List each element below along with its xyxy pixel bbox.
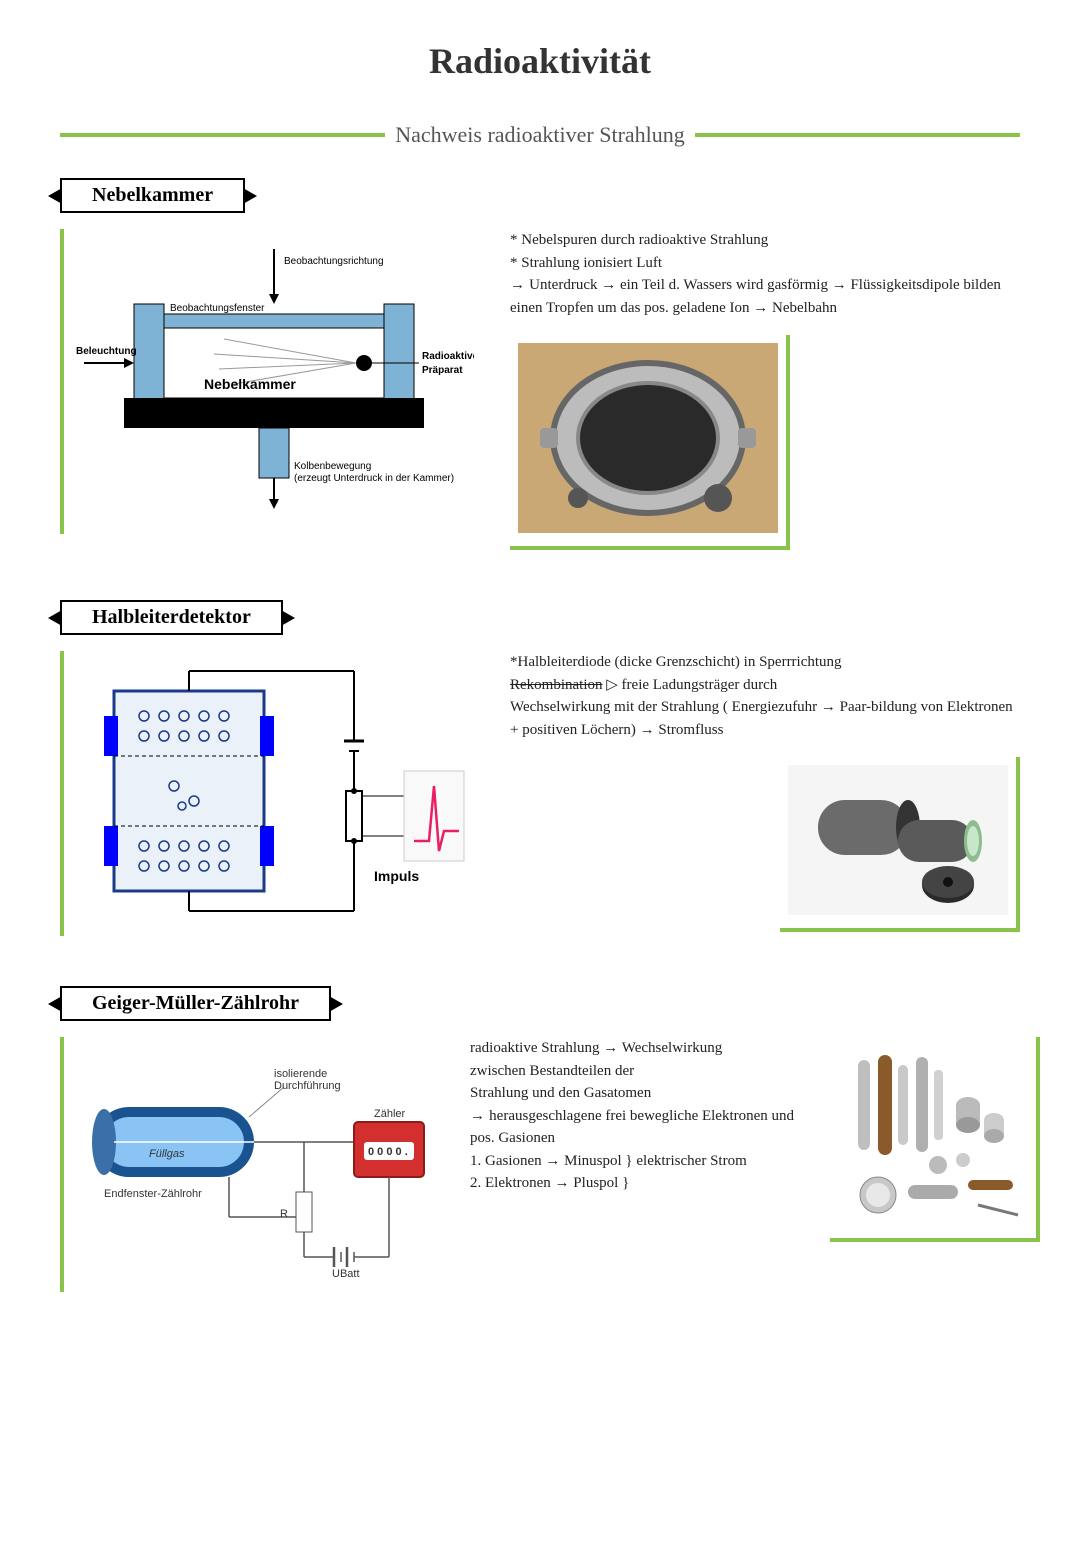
note-line: zwischen Bestandteilen der — [470, 1060, 800, 1083]
note-line: radioaktive Strahlung → Wechselwirkung — [470, 1037, 800, 1060]
subtitle: Nachweis radioaktiver Strahlung — [385, 122, 695, 148]
halbleiter-notes-col: *Halbleiterdiode (dicke Grenzschicht) in… — [510, 651, 1020, 932]
detector-tubes-icon — [788, 765, 1008, 915]
label-R: R — [280, 1208, 288, 1220]
label-beleuchtung: Beleuchtung — [76, 346, 137, 357]
strike-text: Rekombination — [510, 677, 603, 693]
note-line: Unterdruck → ein Teil d. Wassers wird ga… — [510, 274, 1020, 319]
nebelkammer-svg: Beobachtungsrichtung Beobachtungsfenster — [74, 239, 474, 519]
geiger-svg: Füllgas Endfenster-Zählrohr isolierende … — [74, 1047, 434, 1277]
gm-tubes-icon — [838, 1045, 1028, 1225]
note-line: Rekombination ▷ freie Ladungsträger durc… — [510, 674, 1020, 697]
note-line: 1. Gasionen → Minuspol } elektrischer St… — [470, 1150, 800, 1173]
section-halbleiter: Halbleiterdetektor — [60, 600, 1020, 936]
page-title: Radioaktivität — [60, 40, 1020, 82]
note-line: Strahlung und den Gasatomen — [470, 1082, 800, 1105]
label-endfenster: Endfenster-Zählrohr — [104, 1188, 202, 1200]
label-beobachtungsrichtung: Beobachtungsrichtung — [284, 256, 384, 267]
note-line: 2. Elektronen → Pluspol } — [470, 1172, 800, 1195]
geiger-notes: radioaktive Strahlung → Wechselwirkung z… — [470, 1037, 800, 1195]
geiger-photo-col — [830, 1037, 1040, 1242]
label-radioaktives: Radioaktives — [422, 351, 474, 362]
label-ubatt: UBatt — [332, 1268, 360, 1277]
note-line: Strahlung ionisiert Luft — [510, 252, 1020, 275]
page: Radioaktivität Nachweis radioaktiver Str… — [0, 0, 1080, 1542]
label-isolierende1: isolierende — [274, 1068, 327, 1080]
label-counter: 0 0 0 0 . — [368, 1146, 408, 1158]
note-line: herausgeschlagene frei bewegliche Elektr… — [470, 1105, 800, 1150]
section-nebelkammer: Nebelkammer Beobachtungsrichtung Beobach… — [60, 178, 1020, 550]
note-line: Nebelspuren durch radioaktive Strahlung — [510, 229, 1020, 252]
banner-halbleiter: Halbleiterdetektor — [60, 600, 283, 635]
nebelkammer-diagram: Beobachtungsrichtung Beobachtungsfenster — [60, 229, 480, 534]
label-praeparat: Präparat — [422, 365, 463, 376]
nebelkammer-notes: Nebelspuren durch radioaktive Strahlung … — [510, 229, 1020, 319]
label-nebelkammer-inside: Nebelkammer — [204, 376, 296, 392]
subtitle-row: Nachweis radioaktiver Strahlung — [60, 122, 1020, 148]
banner-geiger: Geiger-Müller-Zählrohr — [60, 986, 331, 1021]
label-beobachtungsfenster: Beobachtungsfenster — [170, 303, 265, 314]
halbleiter-photo — [780, 757, 1020, 932]
nebelkammer-notes-col: Nebelspuren durch radioaktive Strahlung … — [510, 229, 1020, 550]
label-isolierende2: Durchführung — [274, 1080, 341, 1092]
note-line: Wechselwirkung mit der Strahlung ( Energ… — [510, 696, 1020, 741]
label-kolben2: (erzeugt Unterdruck in der Kammer) — [294, 473, 454, 484]
section-geiger: Geiger-Müller-Zählrohr Füllgas Endfenste… — [60, 986, 1020, 1292]
cloud-chamber-icon — [518, 343, 778, 533]
halbleiter-svg: Impuls — [74, 661, 474, 921]
banner-nebelkammer: Nebelkammer — [60, 178, 245, 213]
accent-line — [60, 133, 385, 137]
halbleiter-notes: *Halbleiterdiode (dicke Grenzschicht) in… — [510, 651, 1020, 741]
accent-line — [695, 133, 1020, 137]
label-zaehler: Zähler — [374, 1108, 406, 1120]
geiger-photo — [830, 1037, 1040, 1242]
label-kolben1: Kolbenbewegung — [294, 461, 371, 472]
note-line-text: freie Ladungsträger durch — [622, 677, 778, 693]
label-impuls: Impuls — [374, 868, 419, 884]
note-line: *Halbleiterdiode (dicke Grenzschicht) in… — [510, 651, 1020, 674]
halbleiter-diagram: Impuls — [60, 651, 480, 936]
label-fuellgas: Füllgas — [149, 1148, 185, 1160]
nebelkammer-photo — [510, 335, 790, 550]
geiger-diagram: Füllgas Endfenster-Zählrohr isolierende … — [60, 1037, 440, 1292]
